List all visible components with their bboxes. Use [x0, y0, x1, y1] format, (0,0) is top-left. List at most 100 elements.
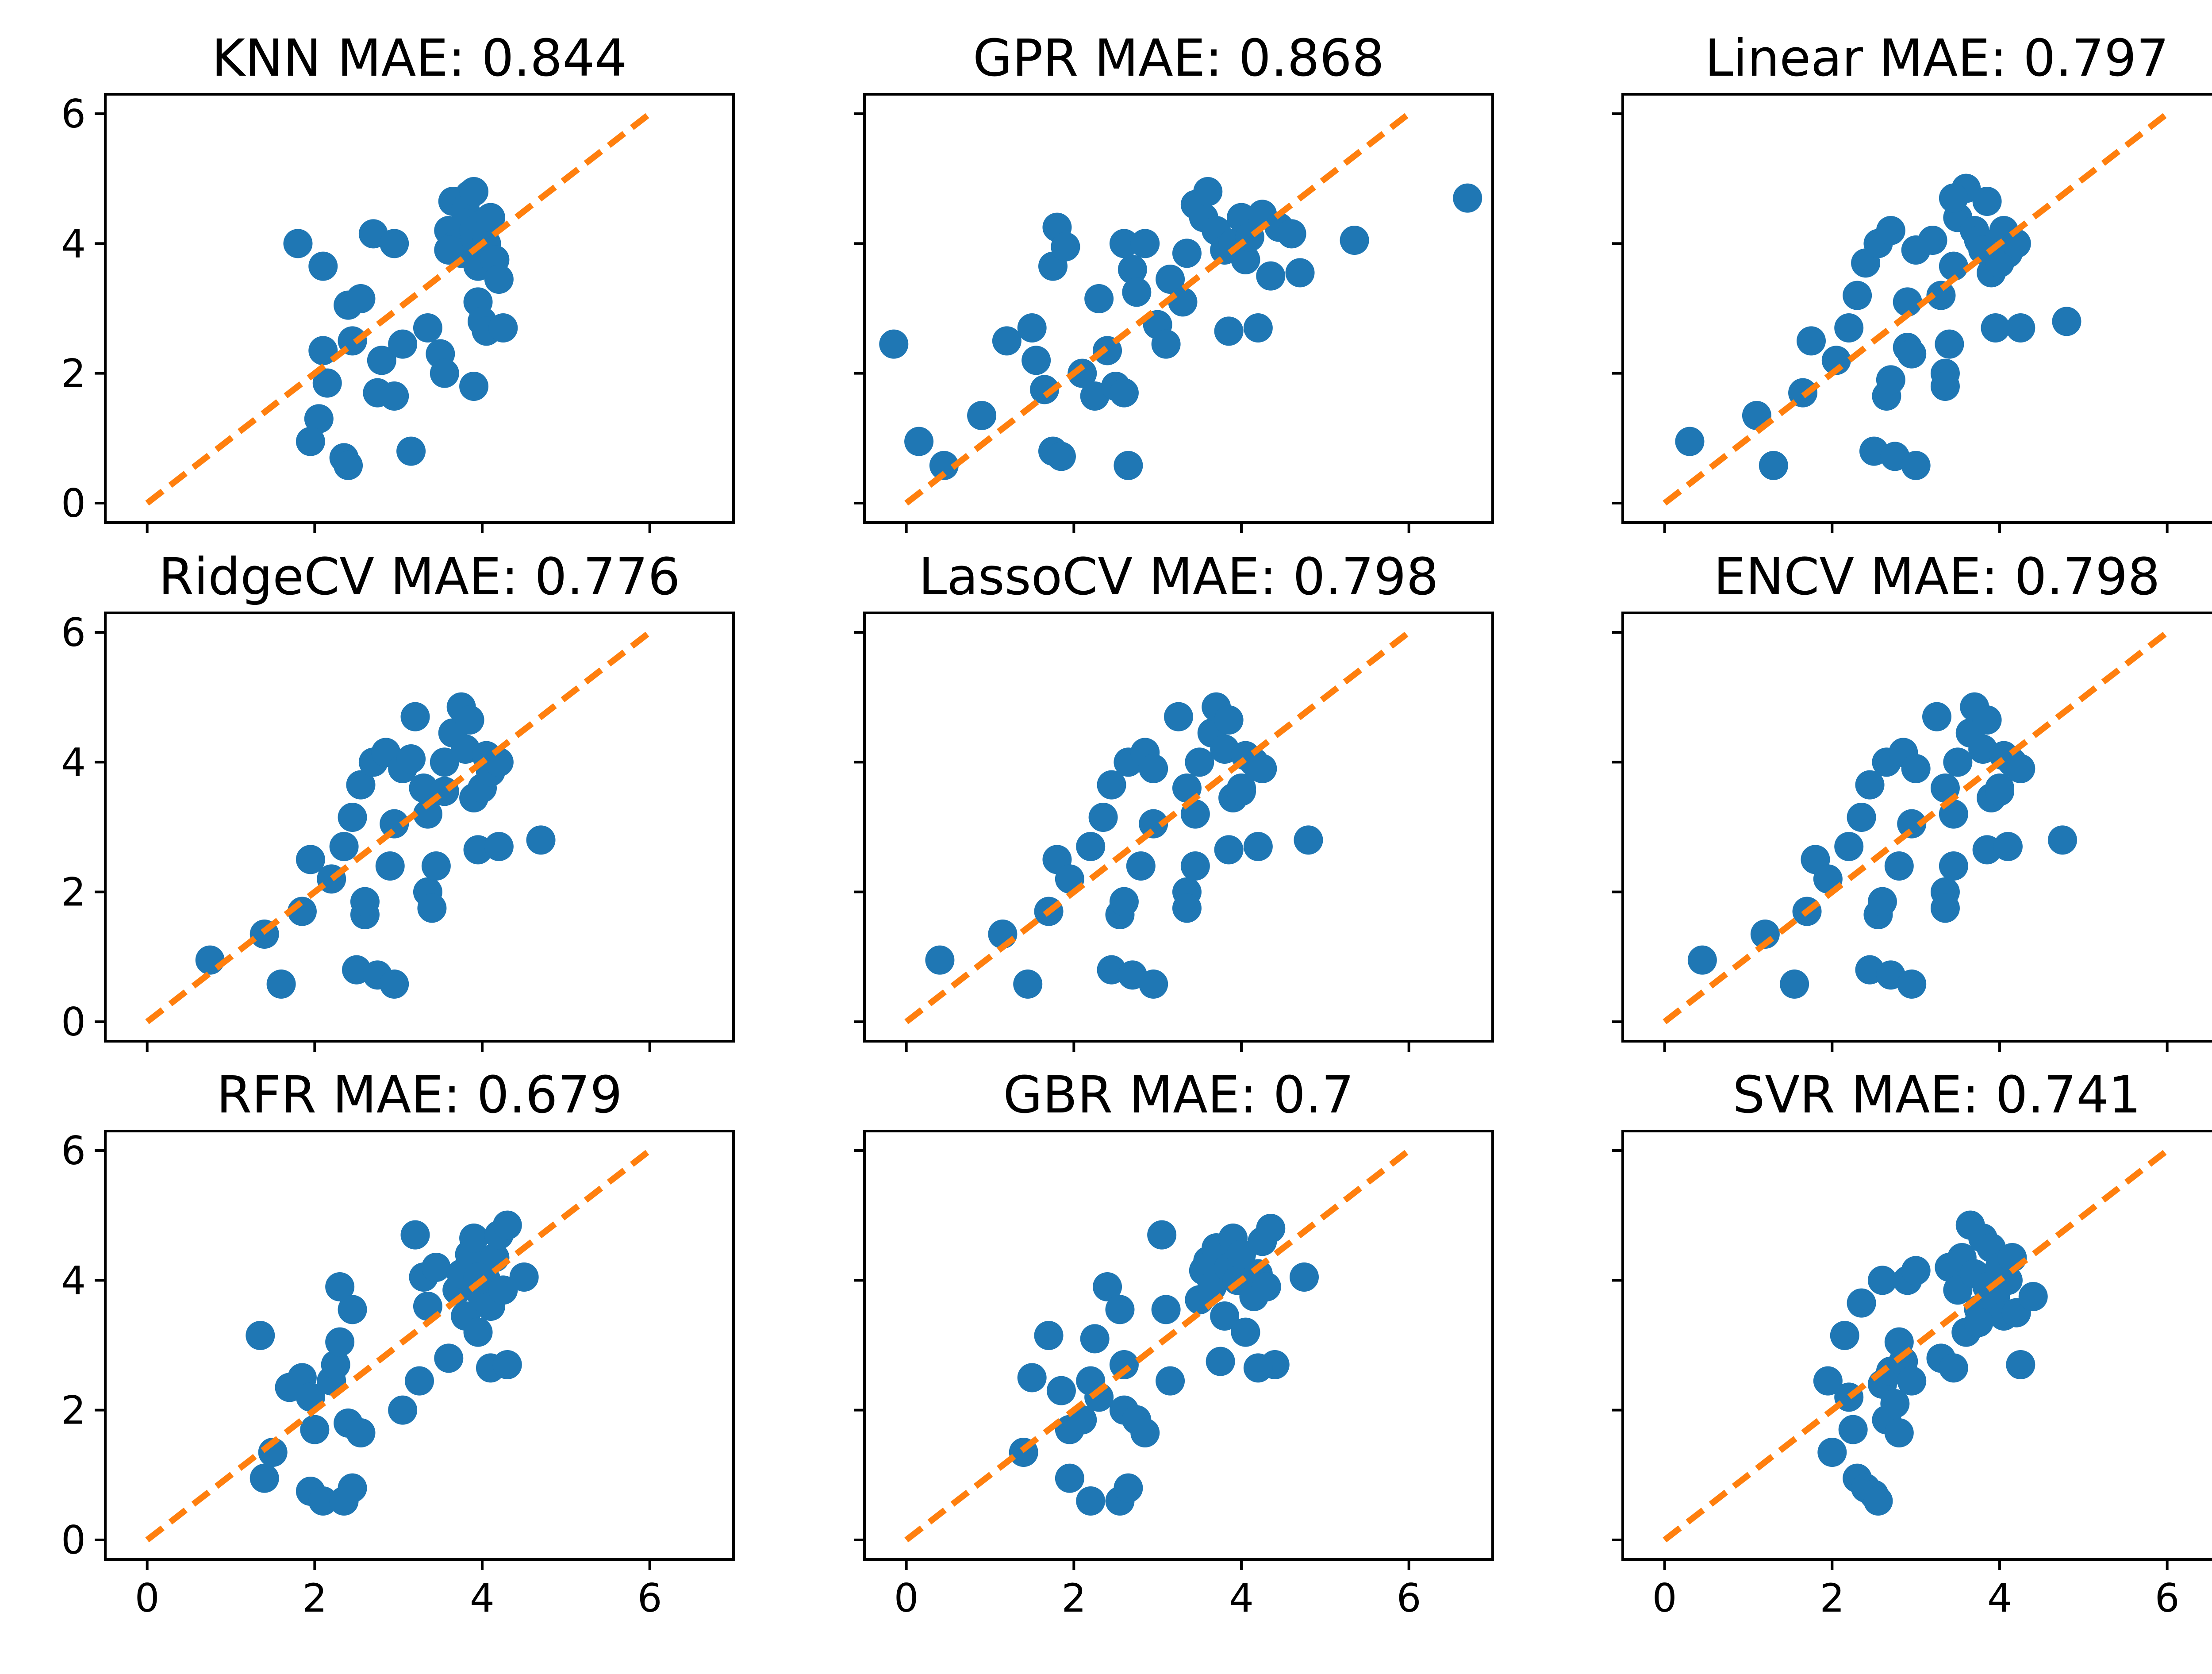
data-point	[1897, 809, 1927, 839]
data-point	[1981, 313, 2010, 342]
data-point	[304, 404, 334, 434]
data-point	[350, 887, 380, 916]
data-point	[1290, 1262, 1319, 1292]
subplot-grid: KNN MAE: 0.844 0 2 4 6 GPR MAE: 0.868 Linear M…	[61, 29, 2212, 1621]
data-point	[455, 705, 484, 735]
y-tick-label: 2	[61, 1388, 86, 1433]
data-point	[488, 1275, 518, 1305]
data-point	[484, 832, 514, 861]
data-point	[1068, 358, 1097, 388]
reference-line	[1663, 630, 2169, 1024]
subplot-2: GPR MAE: 0.868	[854, 29, 1494, 533]
data-point	[380, 809, 409, 839]
data-point	[1972, 705, 2002, 735]
data-point	[1834, 313, 1864, 342]
data-point	[1847, 1288, 1876, 1318]
data-point	[329, 832, 359, 861]
subplot-4: RidgeCV MAE: 0.776 0 2 4 6	[61, 547, 735, 1052]
plot-area	[1663, 1148, 2169, 1543]
data-point	[1817, 1438, 1847, 1467]
x-tick-label: 0	[135, 1575, 160, 1621]
data-point	[1109, 229, 1139, 258]
data-point	[879, 329, 909, 359]
data-point	[396, 744, 426, 774]
data-point	[338, 803, 367, 832]
data-point	[400, 1220, 430, 1250]
data-point	[1838, 1415, 1868, 1444]
data-point	[1930, 893, 1960, 923]
reference-line	[904, 1148, 1411, 1543]
data-point	[380, 381, 409, 411]
data-point	[312, 368, 342, 398]
data-point	[1843, 281, 1872, 310]
data-point	[1156, 1366, 1185, 1396]
data-point	[1088, 803, 1118, 832]
data-point	[1114, 450, 1143, 480]
y-tick-label: 2	[61, 870, 86, 915]
data-point	[1080, 1324, 1110, 1354]
data-point	[1151, 1295, 1181, 1324]
axes-frame	[104, 612, 735, 1043]
data-point	[1884, 1418, 1914, 1447]
data-point	[1867, 887, 1897, 916]
data-point	[1151, 329, 1181, 359]
data-point	[1252, 1272, 1281, 1301]
data-point	[1897, 1366, 1927, 1396]
plot-area	[1663, 630, 2169, 1024]
data-point	[1046, 442, 1076, 471]
data-point	[1126, 851, 1156, 881]
data-point	[1797, 326, 1826, 356]
data-point	[1867, 1266, 1897, 1295]
data-point	[1759, 450, 1788, 480]
data-point	[283, 229, 313, 258]
y-tick-label: 0	[61, 999, 86, 1045]
x-tick-label: 2	[302, 1575, 327, 1621]
x-tick-label: 2	[1820, 1575, 1844, 1621]
data-point	[1935, 329, 1964, 359]
axes-frame	[863, 1130, 1494, 1561]
data-point	[1884, 851, 1914, 881]
subplot-3: Linear MAE: 0.797	[1612, 29, 2212, 533]
data-point	[325, 1272, 355, 1301]
data-point	[463, 1262, 493, 1292]
data-point	[1243, 832, 1273, 861]
data-point	[380, 969, 409, 999]
data-point	[1834, 832, 1864, 861]
data-point	[1013, 969, 1043, 999]
data-point	[1172, 239, 1202, 268]
subplot-7: RFR MAE: 0.679 0 2 4 6 0 2 4 6	[61, 1066, 735, 1621]
x-tick-label: 4	[1229, 1575, 1254, 1621]
data-point	[1114, 1473, 1143, 1503]
data-point	[434, 235, 464, 265]
data-point	[1097, 770, 1126, 800]
data-point	[1214, 316, 1244, 346]
data-point	[388, 1395, 418, 1425]
data-point	[375, 851, 405, 881]
data-point	[417, 893, 447, 923]
data-point	[2018, 1282, 2048, 1311]
data-point	[1084, 284, 1114, 313]
axes-frame	[863, 93, 1494, 524]
y-tick-label: 0	[61, 1517, 86, 1563]
data-point	[1164, 702, 1193, 731]
data-point	[1109, 378, 1139, 408]
reference-line	[904, 630, 1411, 1024]
subplot-title: KNN MAE: 0.844	[211, 29, 627, 88]
data-point	[1130, 1418, 1160, 1447]
data-point	[296, 845, 325, 874]
data-point	[1227, 777, 1256, 806]
data-point	[434, 1343, 464, 1373]
data-point	[509, 1262, 539, 1292]
subplot-6: ENCV MAE: 0.798	[1612, 547, 2212, 1052]
data-point	[1901, 1256, 1931, 1285]
data-point	[463, 1317, 493, 1347]
data-point	[1046, 1376, 1076, 1405]
data-point	[334, 450, 363, 480]
data-point	[1214, 705, 1244, 735]
data-point	[459, 1224, 489, 1253]
x-tick-label: 4	[470, 1575, 495, 1621]
reference-line	[1663, 111, 2169, 506]
data-point	[1256, 261, 1286, 291]
subplot-1: KNN MAE: 0.844 0 2 4 6	[61, 29, 735, 533]
